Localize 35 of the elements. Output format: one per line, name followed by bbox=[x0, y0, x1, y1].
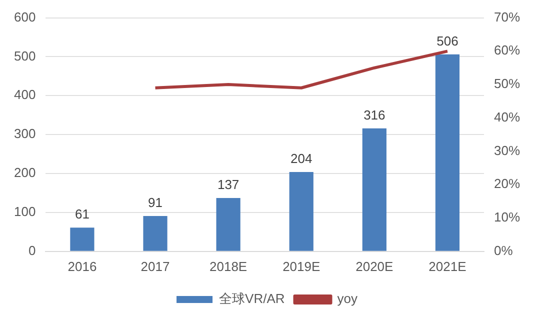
bar bbox=[289, 172, 314, 251]
x-tick-label: 2019E bbox=[282, 258, 320, 274]
data-label: 91 bbox=[148, 195, 162, 210]
y2-tick-label: 60% bbox=[494, 42, 520, 58]
data-label: 316 bbox=[364, 107, 386, 122]
data-label: 61 bbox=[74, 206, 90, 222]
y-tick-label: 500 bbox=[14, 48, 36, 64]
y-tick-label: 400 bbox=[14, 87, 36, 102]
x-tick-label: 2016 bbox=[68, 258, 97, 274]
y-tick-label: 100 bbox=[14, 204, 36, 220]
y2-tick-label: 0% bbox=[494, 242, 514, 258]
y2-tick-label: 20% bbox=[494, 176, 520, 192]
y2-tick-label: 70% bbox=[494, 9, 520, 24]
bar bbox=[362, 128, 386, 251]
y-tick-label: 600 bbox=[14, 9, 36, 24]
y2-tick-label: 50% bbox=[494, 76, 520, 92]
bar bbox=[143, 216, 168, 251]
y-tick-label: 300 bbox=[14, 126, 36, 142]
legend-label: yoy bbox=[337, 291, 358, 306]
y-tick-label: 200 bbox=[14, 165, 36, 180]
y2-tick-label: 30% bbox=[494, 142, 520, 158]
x-tick-label: 2020E bbox=[356, 258, 394, 274]
data-label: 204 bbox=[290, 151, 312, 166]
x-tick-label: 2021E bbox=[428, 258, 467, 274]
x-tick-label: 2018E bbox=[210, 258, 248, 274]
data-label: 137 bbox=[217, 177, 240, 192]
bar bbox=[216, 198, 240, 251]
bar bbox=[435, 54, 460, 251]
bar bbox=[70, 228, 94, 251]
x-tick-label: 2017 bbox=[140, 258, 170, 274]
y2-tick-label: 40% bbox=[494, 109, 520, 124]
legend-label: 全球VR/AR bbox=[219, 291, 285, 306]
y2-tick-label: 10% bbox=[494, 210, 520, 225]
data-label: 506 bbox=[436, 33, 458, 48]
y-tick-label: 0 bbox=[28, 242, 36, 258]
